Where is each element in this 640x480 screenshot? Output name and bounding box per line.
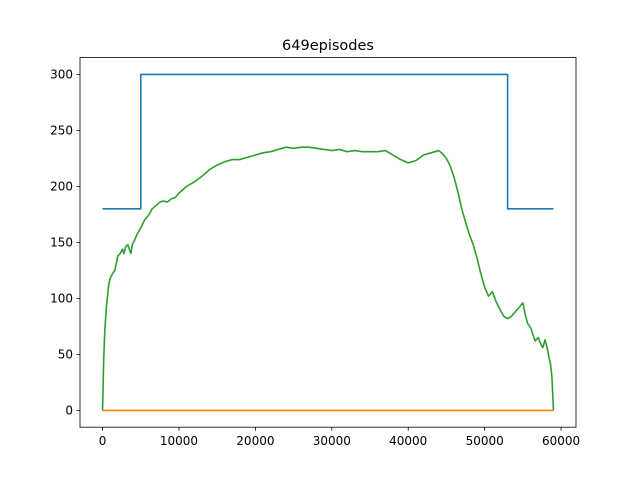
x-tick-label: 50000 (466, 434, 504, 448)
x-tick-label: 10000 (160, 434, 198, 448)
x-tick-label: 60000 (542, 434, 580, 448)
x-axis: 0 10000 20000 30000 40000 50000 60000 (99, 427, 580, 448)
chart-title: 649episodes (282, 38, 374, 54)
y-tick-label: 300 (50, 68, 73, 82)
axes-frame (79, 57, 577, 428)
y-tick-label: 50 (58, 348, 73, 362)
x-tick-label: 30000 (313, 434, 351, 448)
y-tick-label: 200 (50, 180, 73, 194)
series-line-0 (102, 73, 554, 210)
y-tick-label: 100 (50, 292, 73, 306)
y-tick-label: 250 (50, 124, 73, 138)
series-line-2 (101, 146, 555, 411)
y-axis: 0 50 100 150 200 250 300 (50, 68, 80, 418)
x-tick-label: 20000 (236, 434, 274, 448)
x-tick-label: 40000 (389, 434, 427, 448)
y-tick-label: 150 (50, 236, 73, 250)
x-tick-label: 0 (99, 434, 107, 448)
plot-series (101, 73, 555, 412)
y-tick-label: 0 (65, 404, 73, 418)
